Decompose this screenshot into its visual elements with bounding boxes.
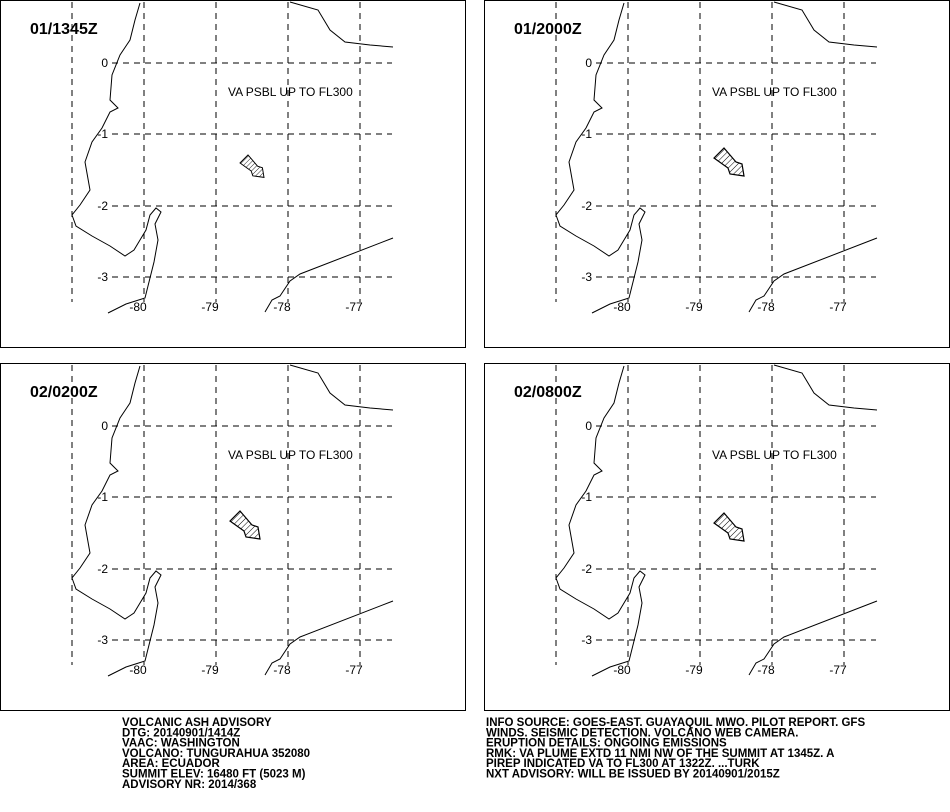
panel-border xyxy=(484,0,950,348)
coastline xyxy=(289,364,394,411)
lon-label: -80 xyxy=(613,663,631,677)
advisory-line: NXT ADVISORY: WILL BE ISSUED BY 20140901… xyxy=(486,769,780,781)
lat-label: -3 xyxy=(97,633,108,647)
lat-label: 0 xyxy=(585,419,592,433)
ash-polygon xyxy=(713,512,745,542)
map-panel: 0 -1 -2 -3 -80 -79 -78 -77 01/1345Z VA PSBL UP TO… xyxy=(0,0,466,348)
lon-label: -80 xyxy=(129,300,147,314)
lon-label: -80 xyxy=(613,300,631,314)
lat-label: -3 xyxy=(97,270,108,284)
lon-label: -77 xyxy=(345,663,363,677)
lon-label: -77 xyxy=(345,300,363,314)
ash-polygon xyxy=(229,510,261,540)
forecast-time: 01/2000Z xyxy=(514,21,582,38)
advisory-line: VOLCANO: TUNGURAHUA 352080 xyxy=(122,748,310,760)
lat-label: -1 xyxy=(97,127,108,141)
lon-label: -77 xyxy=(829,300,847,314)
lon-label: -77 xyxy=(829,663,847,677)
lon-label: -79 xyxy=(685,663,703,677)
ash-plume xyxy=(713,147,745,177)
lat-label: -2 xyxy=(581,199,592,213)
lon-label: -79 xyxy=(201,300,219,314)
lat-label: -3 xyxy=(581,270,592,284)
lat-label: 0 xyxy=(101,419,108,433)
advisory-line: AREA: ECUADOR xyxy=(122,758,220,770)
lat-label: -1 xyxy=(97,490,108,504)
ash-label: VA PSBL UP TO FL300 xyxy=(228,85,353,99)
coastline xyxy=(773,1,878,48)
forecast-time: 02/0800Z xyxy=(514,384,582,401)
coastline xyxy=(748,237,878,313)
coastline xyxy=(773,364,878,411)
map-panel: 0 -1 -2 -3 -80 -79 -78 -77 02/0200Z VA PSBL UP TO… xyxy=(0,363,466,711)
lat-label: -1 xyxy=(581,127,592,141)
advisory-line: SUMMIT ELEV: 16480 FT (5023 M) xyxy=(122,769,306,781)
coastline xyxy=(264,600,394,676)
advisory-line: ERUPTION DETAILS: ONGOING EMISSIONS xyxy=(486,738,727,750)
advisory-line: VAAC: WASHINGTON xyxy=(122,738,240,750)
lon-label: -79 xyxy=(685,300,703,314)
lon-label: -79 xyxy=(201,663,219,677)
coastline xyxy=(289,1,394,48)
lon-label: -78 xyxy=(757,663,775,677)
panel-border xyxy=(0,363,466,711)
forecast-time: 01/1345Z xyxy=(30,21,98,38)
lat-label: -2 xyxy=(97,562,108,576)
panel-border xyxy=(484,363,950,711)
lon-label: -78 xyxy=(273,663,291,677)
coastline xyxy=(748,600,878,676)
coastline xyxy=(555,2,646,314)
ash-label: VA PSBL UP TO FL300 xyxy=(712,85,837,99)
ash-plume xyxy=(229,510,261,540)
lon-label: -80 xyxy=(129,663,147,677)
ash-label: VA PSBL UP TO FL300 xyxy=(228,448,353,462)
map-panel: 0 -1 -2 -3 -80 -79 -78 -77 01/2000Z VA PSBL UP TO… xyxy=(484,0,950,348)
advisory-line: ADVISORY NR: 2014/368 xyxy=(122,779,257,791)
ash-polygon xyxy=(239,154,265,178)
coastline xyxy=(71,2,162,314)
forecast-time: 02/0200Z xyxy=(30,384,98,401)
coastline xyxy=(264,237,394,313)
coastline xyxy=(71,365,162,677)
advisory-line: WINDS. SEISMIC DETECTION. VOLCANO WEB CA… xyxy=(486,727,798,739)
lat-label: 0 xyxy=(585,56,592,70)
ash-polygon xyxy=(713,147,745,177)
advisory-line: INFO SOURCE: GOES-EAST. GUAYAQUIL MWO. P… xyxy=(486,717,865,729)
map-panel: 0 -1 -2 -3 -80 -79 -78 -77 02/0800Z VA PSBL UP TO… xyxy=(484,363,950,711)
lat-label: 0 xyxy=(101,56,108,70)
lon-label: -78 xyxy=(273,300,291,314)
ash-label: VA PSBL UP TO FL300 xyxy=(712,448,837,462)
lat-label: -1 xyxy=(581,490,592,504)
advisory-line: VOLCANIC ASH ADVISORY xyxy=(122,717,272,729)
lon-label: -78 xyxy=(757,300,775,314)
ash-plume xyxy=(239,154,265,178)
ash-plume xyxy=(713,512,745,542)
lat-label: -2 xyxy=(97,199,108,213)
lat-label: -2 xyxy=(581,562,592,576)
advisory-line: DTG: 20140901/1414Z xyxy=(122,727,240,739)
advisory-line: PIREP INDICATED VA TO FL300 AT 1322Z. ..… xyxy=(486,758,760,770)
coastline xyxy=(555,365,646,677)
lat-label: -3 xyxy=(581,633,592,647)
panel-border xyxy=(0,0,466,348)
advisory-line: RMK: VA PLUME EXTD 11 NMI NW OF THE SUMM… xyxy=(486,748,834,760)
